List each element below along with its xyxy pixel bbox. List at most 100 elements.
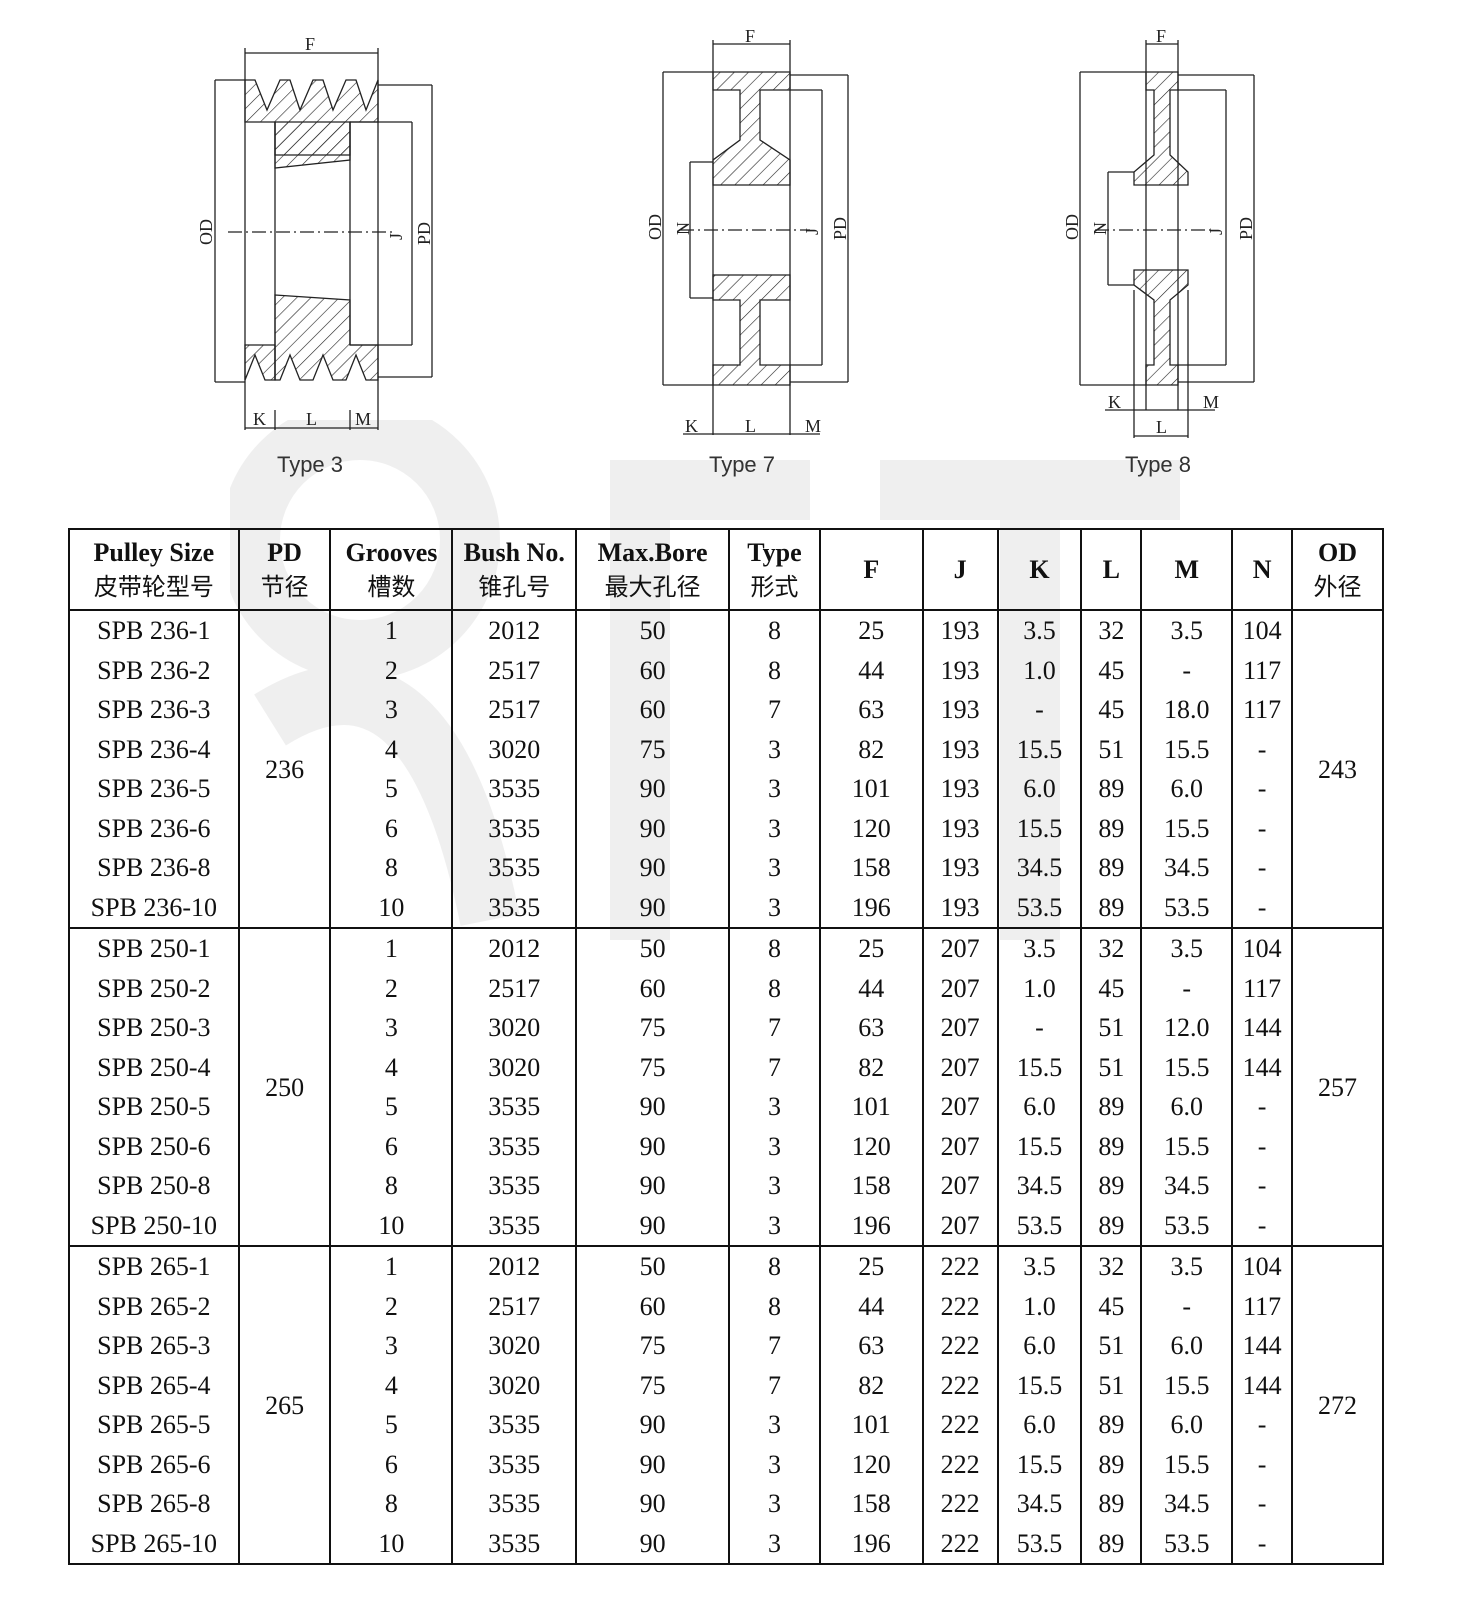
dim-k-label: K [685,416,698,436]
l-cell: 89 [1080,1166,1142,1206]
header-en: Max.Bore [597,537,708,567]
f-cell: 82 [818,1365,923,1405]
bush-no-cell: 2517 [451,690,577,730]
l-cell: 51 [1080,1047,1142,1087]
max-bore-cell: 90 [575,769,729,809]
f-cell: 158 [818,1484,923,1524]
k-cell: 53.5 [996,887,1082,928]
k-cell: 34.5 [996,1166,1082,1206]
m-cell: - [1140,650,1233,690]
f-cell: 120 [818,1126,923,1166]
l-cell: 32 [1080,927,1142,969]
table-row: SPB 265-10 10 3535 90 3 196 222 53.5 89 53.5- [68,1523,1383,1564]
f-cell: 101 [818,1405,923,1445]
f-cell: 196 [818,887,923,928]
pulley-size-cell: SPB 265-2 [68,1286,239,1326]
table-row: SPB 236-1 236 1 2012 50 8 25 193 3.5 32 3.5 104 243 [68,609,1383,928]
bush-no-cell: 3020 [451,1326,577,1366]
f-cell: 120 [818,1444,923,1484]
m-cell: 6.0 [1140,1087,1233,1127]
j-cell: 222 [921,1444,998,1484]
max-bore-cell: 90 [575,887,729,928]
k-cell: 3.5 [996,1245,1082,1287]
max-bore-cell: 60 [575,1286,729,1326]
k-cell: 6.0 [996,1087,1082,1127]
pulley-size-cell: SPB 236-3 [68,690,239,730]
header-en: K [1029,554,1050,584]
table-row: SPB 265-1 265 1 2012 50 8 25 222 3.5 32 3.5 104 272 [68,1245,1383,1564]
dim-n-label: N [673,222,693,235]
column-header: PD 节径 [237,528,332,611]
n-cell: - [1231,1166,1293,1206]
max-bore-cell: 60 [575,650,729,690]
f-cell: 63 [818,1326,923,1366]
dim-k-label: K [253,409,266,429]
max-bore-cell: 60 [575,968,729,1008]
type-cell: 3 [728,1444,820,1484]
n-cell: 144 [1231,1326,1293,1366]
dim-j-label: J [802,228,822,235]
pulley-size-cell: SPB 250-3 [68,1008,239,1048]
bush-no-cell: 3535 [451,887,577,928]
j-cell: 207 [921,927,998,969]
m-cell: 15.5 [1140,729,1233,769]
pulley-size-cell: SPB 236-5 [68,769,239,809]
table-row: SPB 236-2 2 2517 60 8 44 193 1.0 45-117 [68,650,1383,690]
n-cell: - [1231,848,1293,888]
m-cell: 6.0 [1140,1405,1233,1445]
l-cell: 89 [1080,1126,1142,1166]
l-cell: 51 [1080,729,1142,769]
l-cell: 89 [1080,1205,1142,1246]
column-header: J [921,528,999,611]
type-3-diagram: F OD J PD K L M [196,34,434,430]
j-cell: 222 [921,1484,998,1524]
table-row: SPB 236-10 10 3535 90 3 196 193 53.5 89 53.5- [68,887,1383,928]
k-cell: 53.5 [996,1205,1082,1246]
header-en: Bush No. [463,537,565,567]
k-cell: 15.5 [996,1126,1082,1166]
dim-j-label: J [386,233,406,240]
column-header: L [1080,528,1143,611]
n-cell: - [1231,769,1293,809]
l-cell: 89 [1080,848,1142,888]
l-cell: 89 [1080,1087,1142,1127]
table-row: SPB 265-5 5 3535 90 3 101 222 6.0 89 6.0- [68,1405,1383,1445]
n-cell: - [1231,1126,1293,1166]
table-row: SPB 250-10 10 3535 90 3 196 207 53.5 89 53.5- [68,1205,1383,1246]
dim-od-label: OD [196,219,216,245]
type-cell: 7 [728,1047,820,1087]
dim-k-label: K [1108,392,1121,412]
bush-no-cell: 3535 [451,1205,577,1246]
dim-od-label: OD [645,214,665,240]
n-cell: - [1231,1087,1293,1127]
n-cell: 144 [1231,1365,1293,1405]
k-cell: 53.5 [996,1523,1082,1564]
dim-l-label: L [1156,417,1167,437]
table-row: SPB 236-4 4 3020 75 3 82 193 15.5 51 15.5- [68,729,1383,769]
header-cn: 最大孔径 [604,572,701,601]
grooves-cell: 8 [329,848,453,888]
header-cn: 节径 [260,572,309,601]
m-cell: 6.0 [1140,769,1233,809]
bush-no-cell: 2012 [451,609,577,651]
pulley-size-cell: SPB 236-8 [68,848,239,888]
max-bore-cell: 50 [575,927,729,969]
l-cell: 89 [1080,1484,1142,1524]
bush-no-cell: 3535 [451,1087,577,1127]
n-cell: 104 [1231,609,1293,651]
max-bore-cell: 50 [575,1245,729,1287]
n-cell: 104 [1231,927,1293,969]
table-row: SPB 250-2 2 2517 60 8 44 207 1.0 45-117 [68,968,1383,1008]
l-cell: 32 [1080,1245,1142,1287]
max-bore-cell: 75 [575,1008,729,1048]
column-header: OD 外径 [1291,528,1384,611]
pulley-size-cell: SPB 265-3 [68,1326,239,1366]
dim-f-label: F [305,34,315,54]
m-cell: 34.5 [1140,848,1233,888]
header-en: L [1102,554,1121,584]
pulley-size-cell: SPB 250-2 [68,968,239,1008]
pulley-size-cell: SPB 236-1 [68,609,239,651]
n-cell: - [1231,887,1293,928]
type-cell: 3 [728,1484,820,1524]
k-cell: 1.0 [996,968,1082,1008]
